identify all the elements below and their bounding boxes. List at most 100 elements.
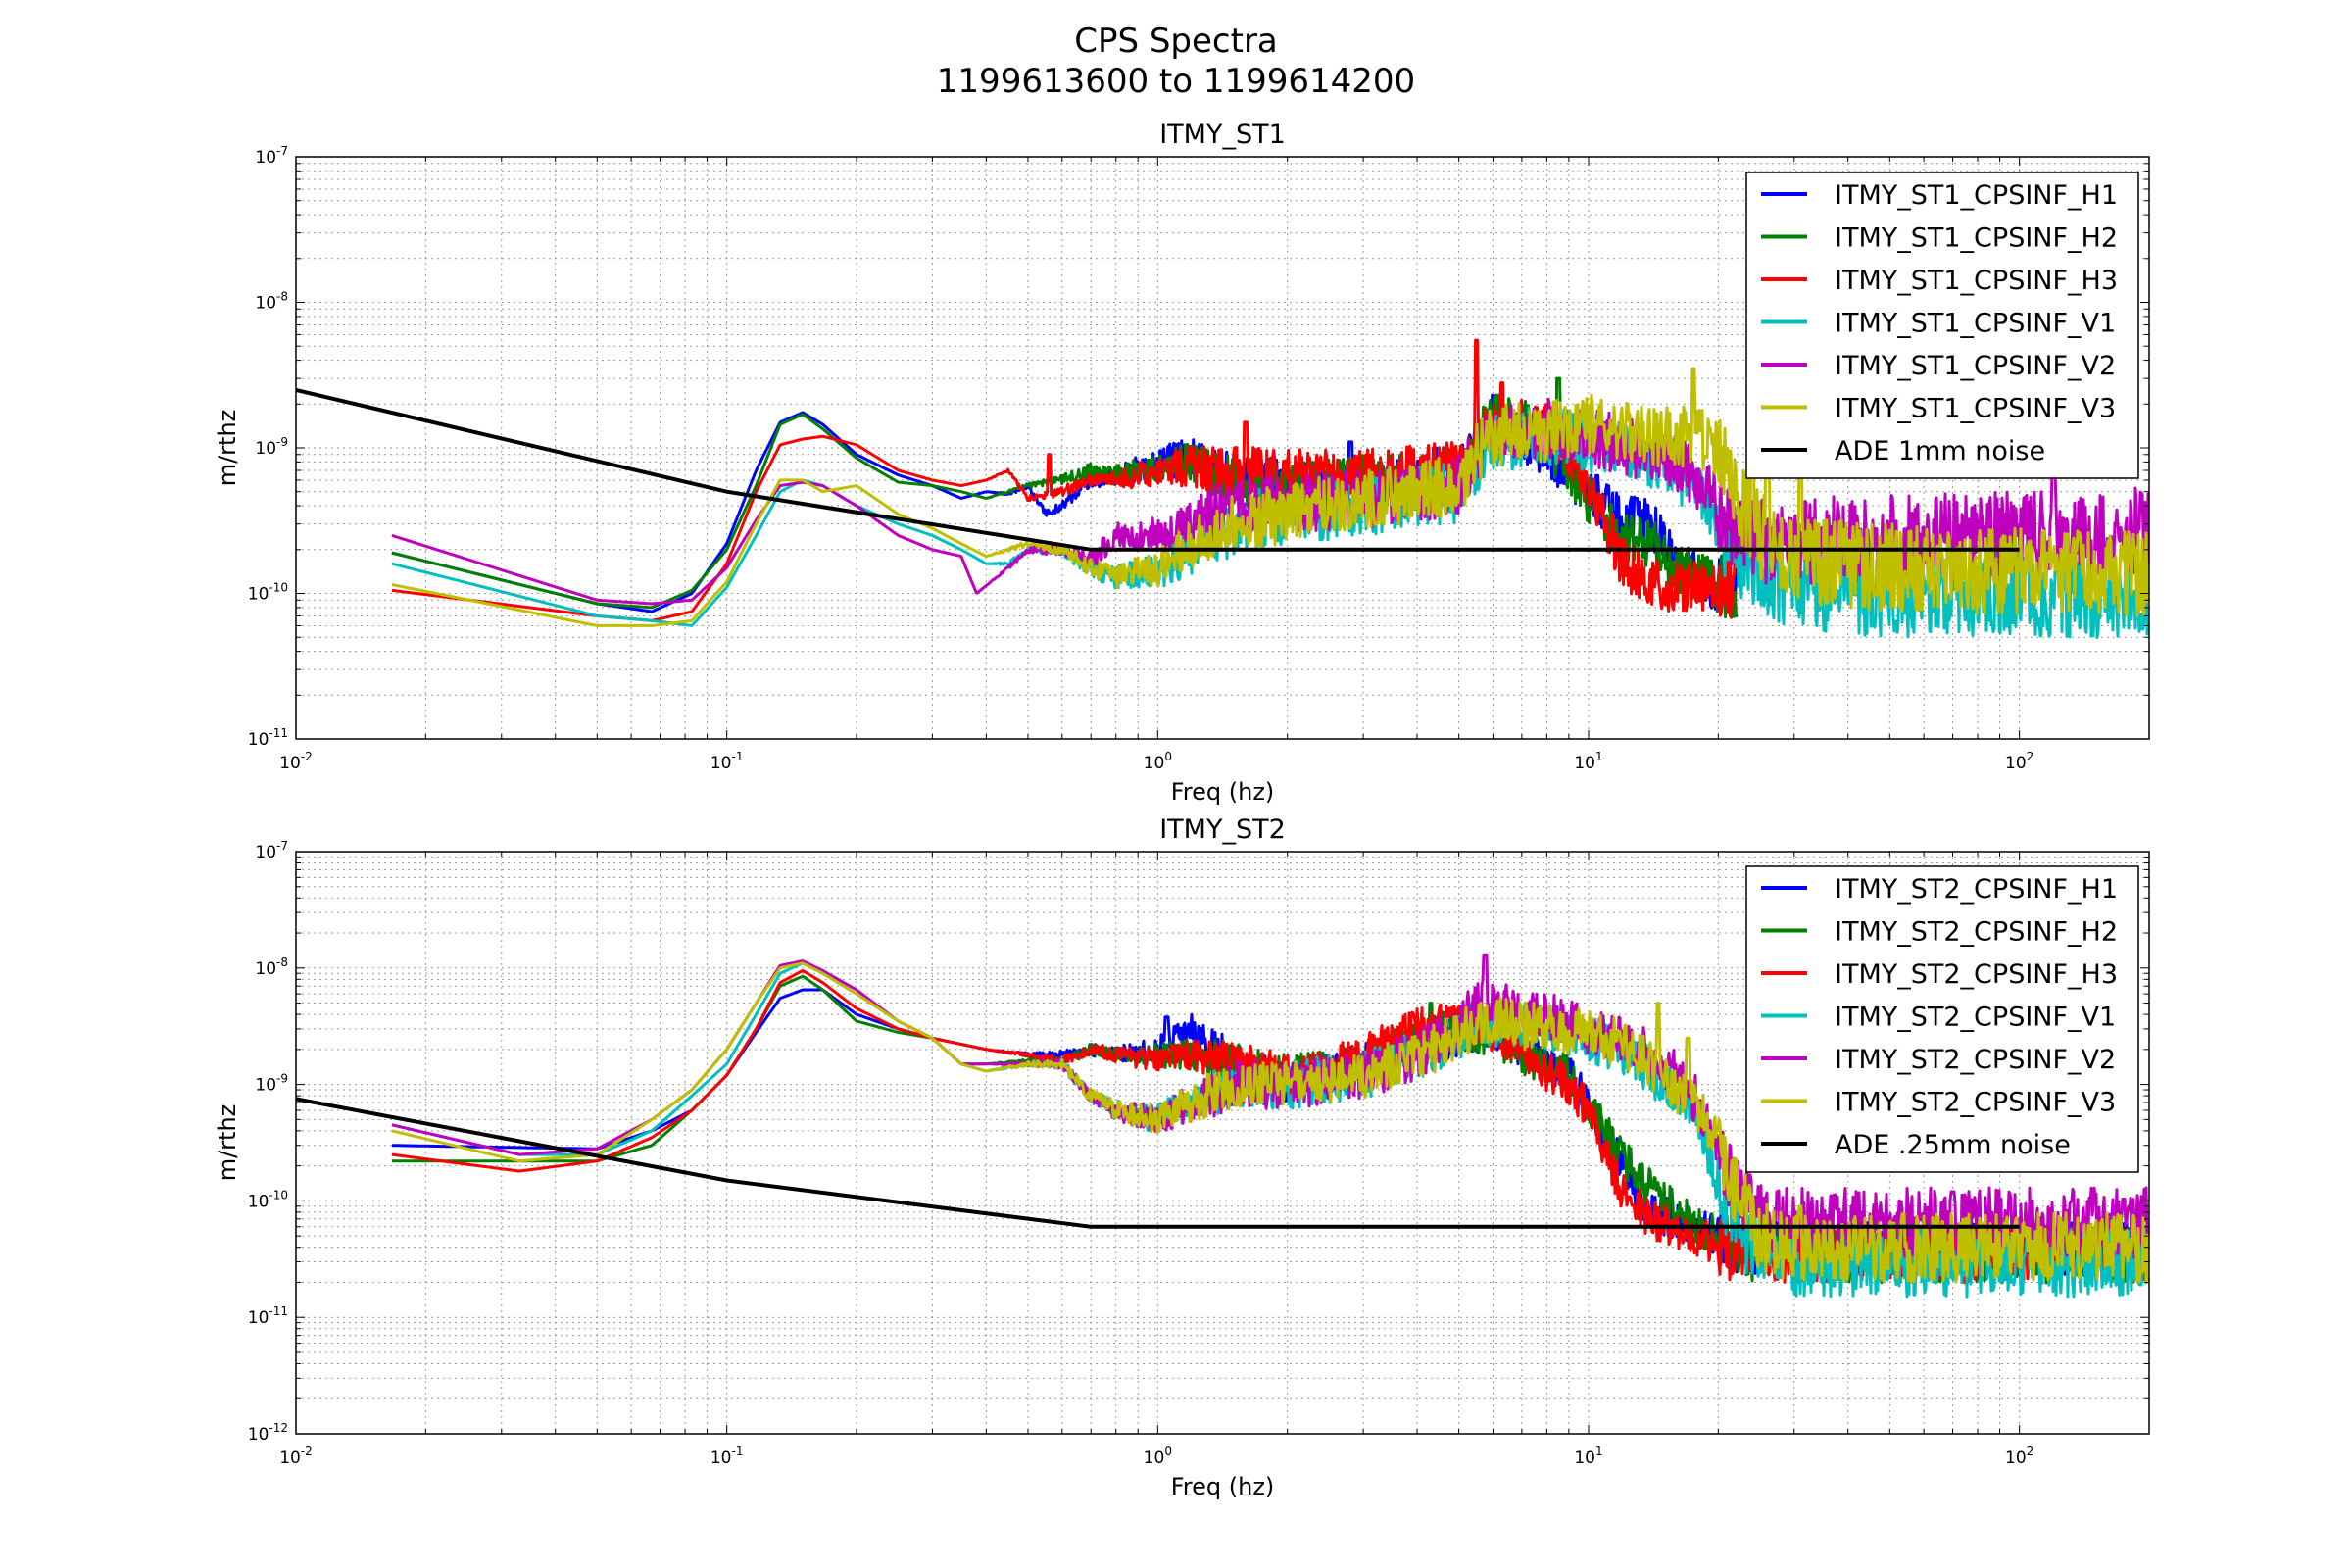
legend-label: ITMY_ST2_CPSINF_H3	[1835, 959, 2118, 990]
y-tick-label: 10-11	[248, 1304, 288, 1328]
x-tick-label-exponent: -2	[301, 750, 313, 763]
legend-label: ADE 1mm noise	[1835, 436, 2045, 466]
y-tick-label-base: 10	[255, 294, 276, 314]
legend: ITMY_ST1_CPSINF_H1 ITMY_ST1_CPSINF_H2 ITMY…	[1745, 172, 2139, 479]
x-tick-label-exponent: 0	[1164, 1445, 1172, 1458]
y-tick-label: 10-11	[248, 726, 288, 750]
y-tick-label-exponent: -12	[269, 1421, 288, 1435]
series-line-itmy-st2-cpsinf-v1	[391, 961, 2149, 1298]
x-tick-label: 10-2	[279, 1445, 313, 1468]
x-tick-label-exponent: -1	[731, 750, 743, 763]
x-tick-label-base: 10	[1574, 754, 1595, 773]
y-tick-label: 10-9	[255, 1072, 288, 1096]
x-tick-label-exponent: -1	[731, 1445, 743, 1458]
legend-label: ITMY_ST1_CPSINF_H1	[1835, 180, 2118, 211]
x-tick-label: 10-1	[710, 1445, 744, 1468]
x-tick-label-exponent: 1	[1595, 750, 1603, 763]
series-group	[296, 953, 2149, 1298]
y-tick-label-exponent: -7	[276, 144, 288, 158]
y-tick-label-base: 10	[248, 1425, 270, 1445]
x-axis-label: Freq (hz)	[1171, 1473, 1275, 1500]
x-tick-label-base: 10	[279, 1448, 301, 1468]
y-tick-label-base: 10	[248, 585, 270, 605]
x-tick-label-exponent: 0	[1164, 750, 1172, 763]
y-tick-label: 10-8	[255, 290, 288, 314]
subplot-title: ITMY_ST1	[1159, 120, 1286, 150]
x-tick-label-exponent: 2	[2027, 750, 2034, 763]
y-tick-label-exponent: -9	[276, 435, 288, 449]
y-tick-label-base: 10	[248, 1308, 270, 1328]
subplot-title: ITMY_ST2	[1159, 814, 1286, 845]
legend-label: ITMY_ST1_CPSINF_H3	[1835, 266, 2118, 296]
y-axis-label: m/rthz	[214, 410, 241, 487]
x-tick-label-base: 10	[1574, 1448, 1595, 1468]
y-tick-label-base: 10	[255, 959, 276, 979]
y-tick-label-exponent: -11	[269, 726, 288, 740]
figure-title-line-2: 1199613600 to 1199614200	[936, 62, 1416, 101]
x-axis-label: Freq (hz)	[1171, 778, 1275, 806]
y-tick-label-base: 10	[255, 148, 276, 168]
legend-label: ITMY_ST2_CPSINF_H1	[1835, 874, 2118, 905]
x-tick-label-base: 10	[710, 754, 732, 773]
y-axis-label: m/rthz	[214, 1104, 241, 1182]
y-tick-label-base: 10	[255, 1076, 276, 1096]
x-tick-label: 10-2	[279, 750, 313, 773]
y-tick-label-exponent: -10	[269, 1188, 288, 1201]
y-tick-label-exponent: -10	[269, 581, 288, 595]
x-tick-label: 102	[2005, 750, 2034, 773]
series-line-ade-25mm-noise	[296, 1097, 2020, 1229]
x-tick-label: 102	[2005, 1445, 2034, 1468]
y-tick-label-base: 10	[255, 843, 276, 862]
ticks	[295, 851, 2150, 1435]
x-tick-label: 101	[1574, 750, 1602, 773]
y-tick-label: 10-9	[255, 435, 288, 459]
legend-label: ITMY_ST1_CPSINF_V2	[1835, 351, 2116, 381]
legend: ITMY_ST2_CPSINF_H1 ITMY_ST2_CPSINF_H2 ITMY…	[1745, 865, 2139, 1173]
y-tick-label: 10-10	[248, 581, 288, 605]
legend-label: ADE .25mm noise	[1835, 1130, 2071, 1160]
y-tick-label: 10-12	[248, 1421, 288, 1445]
y-tick-label: 10-7	[255, 144, 288, 168]
ticks	[295, 156, 2150, 740]
x-tick-label: 10-1	[710, 750, 744, 773]
legend-label: ITMY_ST1_CPSINF_V1	[1835, 309, 2116, 339]
subplot-2: 10-2 10-1 100 101 10210-1210-1110-1010-910-8…	[214, 814, 2150, 1500]
series-group	[296, 338, 2149, 639]
series-line-ade-1mm-noise	[296, 387, 2020, 552]
axes-frame	[295, 851, 2150, 1435]
series-line-itmy-st2-cpsinf-v3	[391, 961, 2149, 1284]
legend-label: ITMY_ST2_CPSINF_V3	[1835, 1088, 2116, 1118]
legend-box	[1745, 865, 2139, 1173]
x-tick-label-base: 10	[2005, 754, 2027, 773]
y-tick-label-exponent: -8	[276, 956, 288, 969]
y-tick-label-exponent: -8	[276, 290, 288, 304]
x-tick-label: 100	[1144, 1445, 1172, 1468]
x-tick-label-base: 10	[279, 754, 301, 773]
x-tick-label-base: 10	[2005, 1448, 2027, 1468]
legend-label: ITMY_ST2_CPSINF_H2	[1835, 917, 2118, 948]
y-tick-label: 10-8	[255, 956, 288, 979]
x-tick-label-base: 10	[1144, 1448, 1165, 1468]
x-tick-label-exponent: 2	[2027, 1445, 2034, 1458]
series-line-itmy-st1-cpsinf-v3	[391, 365, 2149, 627]
y-tick-label-exponent: -7	[276, 839, 288, 853]
y-tick-label-exponent: -9	[276, 1072, 288, 1086]
y-tick-label: 10-7	[255, 839, 288, 862]
y-tick-label: 10-10	[248, 1188, 288, 1211]
x-tick-label-exponent: -2	[301, 1445, 313, 1458]
y-tick-label-base: 10	[248, 1192, 270, 1211]
figure-title: CPS Spectra 1199613600 to 1199614200	[0, 22, 2352, 102]
legend-label: ITMY_ST2_CPSINF_V1	[1835, 1003, 2116, 1033]
legend-label: ITMY_ST2_CPSINF_V2	[1835, 1045, 2116, 1075]
figure-title-line-1: CPS Spectra	[1074, 22, 1278, 61]
x-tick-label-base: 10	[1144, 754, 1165, 773]
legend-label: ITMY_ST1_CPSINF_H2	[1835, 223, 2118, 254]
y-tick-label-exponent: -11	[269, 1304, 288, 1318]
y-tick-label-base: 10	[248, 730, 270, 750]
x-tick-label: 100	[1144, 750, 1172, 773]
y-tick-label-base: 10	[255, 439, 276, 459]
x-tick-label: 101	[1574, 1445, 1602, 1468]
legend-box	[1745, 172, 2139, 479]
x-tick-label-base: 10	[710, 1448, 732, 1468]
